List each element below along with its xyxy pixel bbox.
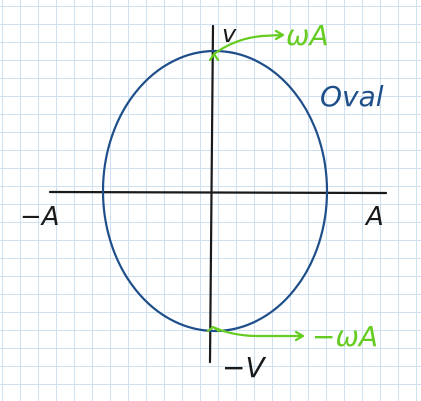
top-highlight-arrow: [208, 29, 285, 62]
top-axis-label: v: [222, 20, 237, 48]
right-axis-label: A: [364, 202, 384, 232]
phase-oval: [101, 49, 329, 333]
bottom-axis-label: −V: [222, 351, 266, 384]
bottom-note-label: −ωA: [312, 320, 378, 353]
top-note-label: ωA: [286, 19, 329, 52]
vertical-axis: [208, 24, 215, 364]
horizontal-axis: [48, 190, 388, 195]
title-label: Oval: [320, 80, 384, 113]
left-axis-label: −A: [20, 202, 60, 232]
bottom-highlight-arrow: [206, 325, 305, 342]
